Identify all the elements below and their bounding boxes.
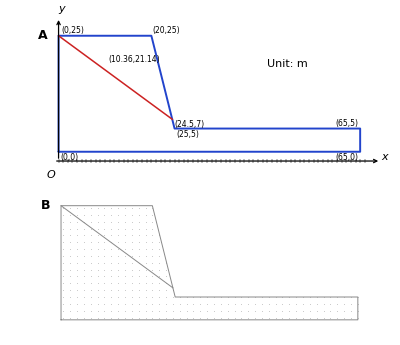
Text: B: B [40,199,50,212]
Text: (24.5,7): (24.5,7) [174,120,204,129]
Text: A: A [38,29,47,42]
Text: (65,5): (65,5) [336,119,359,128]
Text: (0,25): (0,25) [61,26,84,35]
Text: $x$: $x$ [381,152,390,162]
Text: (25,5): (25,5) [176,130,199,139]
Text: (20,25): (20,25) [153,26,180,35]
Text: (0,0): (0,0) [60,153,78,162]
Text: $O$: $O$ [46,168,57,180]
Text: Unit: m: Unit: m [267,59,308,69]
Text: (65,0): (65,0) [336,153,359,162]
Text: (10.36,21.14): (10.36,21.14) [108,55,160,63]
Text: $y$: $y$ [58,4,67,16]
